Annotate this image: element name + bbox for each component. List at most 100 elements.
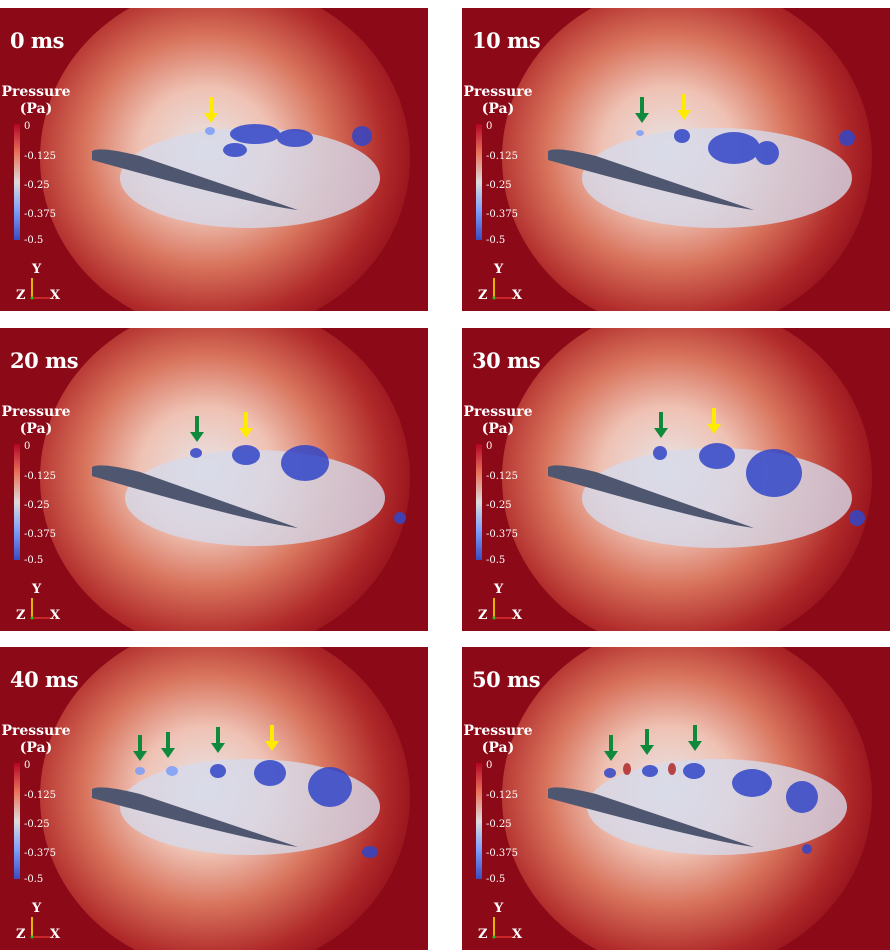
arrow-yellow <box>239 412 253 438</box>
axis-y-label: Y <box>32 262 42 277</box>
colorbar-tick: -0.375 <box>486 529 519 540</box>
colorbar <box>476 444 482 560</box>
axis-y-label: Y <box>494 582 504 597</box>
colorbar-tick: -0.25 <box>24 819 50 830</box>
colorbar-tick: 0 <box>486 121 493 132</box>
colorbar <box>14 763 20 879</box>
pressure-field <box>0 8 428 311</box>
time-label: 40 ms <box>10 667 79 692</box>
colorbar-tick: -0.5 <box>486 874 506 885</box>
colorbar-tick: -0.5 <box>24 235 44 246</box>
colorbar <box>476 763 482 879</box>
colorbar-tick: 0 <box>24 760 31 771</box>
colorbar-tick: 0 <box>486 760 493 771</box>
arrow-green <box>640 729 654 755</box>
vortex-blobs <box>190 445 406 524</box>
axis-z-label: Z <box>16 608 26 623</box>
pressure-field <box>0 328 428 631</box>
colorbar-tick: 0 <box>24 441 31 452</box>
vortex-blobs <box>636 129 855 165</box>
colorbar <box>476 124 482 240</box>
airfoil <box>548 465 754 528</box>
axes-triad: Y Z X <box>10 901 80 946</box>
panel-40ms: 40 ms Pressure (Pa) 0 -0.125 -0.25 -0.375… <box>0 647 428 950</box>
axis-z-label: Z <box>16 927 26 942</box>
vortex-blobs <box>205 124 372 157</box>
axes-triad: Y Z X <box>472 582 542 627</box>
axis-z-label: Z <box>16 288 26 303</box>
time-label: 10 ms <box>472 28 541 53</box>
colorbar-tick: 0 <box>24 121 31 132</box>
vortex-blobs <box>653 443 865 526</box>
panel-30ms: 30 ms Pressure (Pa) 0 -0.125 -0.25 -0.375… <box>462 328 890 631</box>
axes-triad-icon <box>30 598 52 620</box>
axes-triad-icon <box>492 278 514 300</box>
colorbar-tick: 0 <box>486 441 493 452</box>
colorbar-tick: -0.5 <box>486 555 506 566</box>
axis-y-label: Y <box>494 262 504 277</box>
arrow-yellow <box>677 94 691 120</box>
axis-y-label: Y <box>494 901 504 916</box>
pressure-field <box>0 647 428 950</box>
colorbar-tick: -0.25 <box>24 500 50 511</box>
axes-triad-icon <box>30 917 52 939</box>
axis-x-label: X <box>512 927 523 942</box>
axis-y-label: Y <box>32 901 42 916</box>
colorbar-tick: -0.25 <box>486 819 512 830</box>
axis-z-label: Z <box>478 927 488 942</box>
time-label: 0 ms <box>10 28 64 53</box>
legend-title: Pressure (Pa) <box>1 404 71 437</box>
colorbar-tick: -0.125 <box>24 790 57 801</box>
colorbar-tick: -0.375 <box>486 848 519 859</box>
axis-z-label: Z <box>478 288 488 303</box>
panel-20ms: 20 ms Pressure (Pa) 0 -0.125 -0.25 -0.375… <box>0 328 428 631</box>
time-label: 30 ms <box>472 348 541 373</box>
panel-0ms: 0 ms Pressure (Pa) 0 -0.125 -0.25 -0.375 … <box>0 8 428 311</box>
arrow-green <box>604 735 618 761</box>
pressure-field <box>462 8 890 311</box>
arrow-green <box>635 97 649 123</box>
pressure-field <box>462 328 890 631</box>
airfoil <box>548 149 754 210</box>
axis-z-label: Z <box>478 608 488 623</box>
arrow-green <box>688 725 702 751</box>
colorbar-tick: -0.25 <box>486 500 512 511</box>
airfoil <box>92 149 298 210</box>
colorbar-tick: -0.5 <box>24 555 44 566</box>
colorbar-tick: -0.375 <box>24 529 57 540</box>
pressure-field <box>462 647 890 950</box>
vortex-blobs <box>135 760 378 858</box>
colorbar-tick: -0.125 <box>486 790 519 801</box>
arrow-green <box>190 416 204 442</box>
colorbar-tick: -0.125 <box>486 151 519 162</box>
axis-x-label: X <box>50 927 61 942</box>
axis-x-label: X <box>512 288 523 303</box>
arrow-green <box>161 732 175 758</box>
legend-title: Pressure (Pa) <box>463 404 533 437</box>
legend-title: Pressure (Pa) <box>1 84 71 117</box>
colorbar <box>14 124 20 240</box>
colorbar <box>14 444 20 560</box>
arrow-yellow <box>204 97 218 123</box>
axis-x-label: X <box>50 288 61 303</box>
axes-triad: Y Z X <box>472 262 542 307</box>
colorbar-tick: -0.375 <box>486 209 519 220</box>
vortex-blobs <box>604 763 818 854</box>
airfoil <box>92 465 298 528</box>
airfoil <box>92 787 298 847</box>
axes-triad: Y Z X <box>472 901 542 946</box>
panel-10ms: 10 ms Pressure (Pa) 0 -0.125 -0.25 -0.375… <box>462 8 890 311</box>
axes-triad-icon <box>492 917 514 939</box>
legend-title: Pressure (Pa) <box>463 84 533 117</box>
legend-title: Pressure (Pa) <box>463 723 533 756</box>
axes-triad: Y Z X <box>10 582 80 627</box>
arrow-green <box>211 727 225 753</box>
arrow-yellow <box>265 725 279 751</box>
legend-title: Pressure (Pa) <box>1 723 71 756</box>
axes-triad-icon <box>492 598 514 620</box>
axis-x-label: X <box>50 608 61 623</box>
colorbar-tick: -0.5 <box>486 235 506 246</box>
time-label: 20 ms <box>10 348 79 373</box>
colorbar-tick: -0.25 <box>486 180 512 191</box>
time-label: 50 ms <box>472 667 541 692</box>
